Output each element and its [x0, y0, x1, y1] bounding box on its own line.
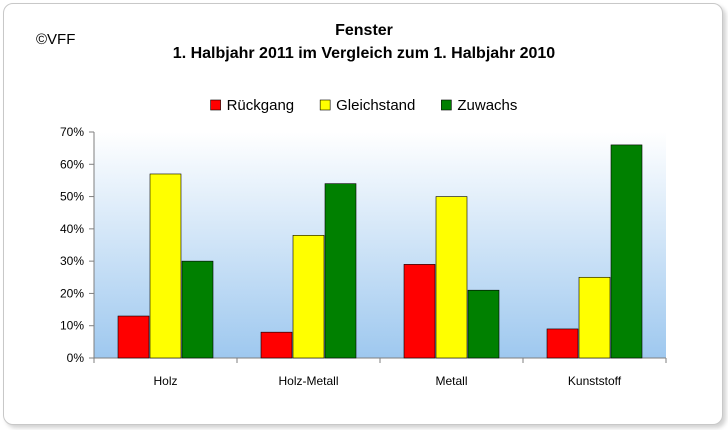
bar-gleichstand-holz: [149, 173, 182, 359]
legend: Rückgang Gleichstand Zuwachs: [210, 97, 517, 114]
x-category-label: Kunststoff: [568, 374, 622, 388]
bar-zuwachs-kunststoff: [610, 144, 643, 359]
x-category-label: Holz-Metall: [278, 374, 338, 388]
legend-label: Gleichstand: [336, 97, 415, 114]
legend-label: Rückgang: [227, 97, 295, 114]
y-tick-label: 30%: [60, 254, 84, 268]
y-tick-label: 70%: [60, 125, 84, 139]
bar-zuwachs-holz-metall: [324, 183, 357, 359]
y-tick-label: 60%: [60, 157, 84, 171]
bar-zuwachs-holz: [181, 260, 214, 359]
bar-rückgang-metall: [403, 264, 436, 359]
bar-rückgang-holz: [117, 315, 150, 359]
y-tick-label: 20%: [60, 286, 84, 300]
bar-gleichstand-metall: [435, 196, 468, 359]
bar-rückgang-holz-metall: [260, 331, 293, 359]
chart-subtitle: 1. Halbjahr 2011 im Vergleich zum 1. Hal…: [172, 45, 556, 62]
y-tick-label: 10%: [60, 319, 84, 333]
bar-gleichstand-kunststoff: [578, 276, 611, 359]
bars: [117, 144, 643, 359]
copyright-label: ©VFF: [36, 31, 76, 48]
x-category-label: Metall: [435, 374, 467, 388]
legend-swatch: [210, 99, 221, 111]
legend-swatch: [441, 99, 452, 111]
bar-gleichstand-holz-metall: [292, 235, 325, 359]
y-tick-label: 0%: [67, 351, 85, 365]
bar-rückgang-kunststoff: [546, 328, 579, 359]
x-category-label: Holz: [153, 374, 177, 388]
chart-title: Fenster: [335, 22, 393, 39]
labels: 0% 10% 20% 30% 40% 50% 60% 70% Holz Holz-Metall Me…: [60, 125, 622, 388]
legend-label: Zuwachs: [457, 97, 517, 114]
y-tick-label: 50%: [60, 190, 84, 204]
bar-zuwachs-metall: [467, 289, 500, 359]
y-tick-label: 40%: [60, 222, 84, 236]
legend-swatch: [319, 99, 331, 111]
